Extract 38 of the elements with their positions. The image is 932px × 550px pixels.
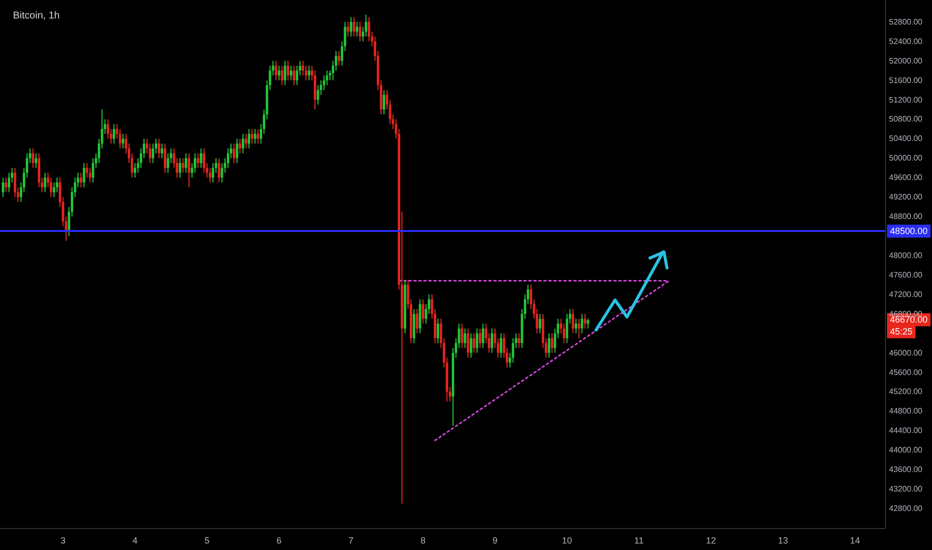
- y-tick-label: 49600.00: [889, 173, 923, 182]
- y-tick-label: 51600.00: [889, 76, 923, 85]
- x-tick-label: 9: [492, 536, 498, 546]
- x-tick-label: 13: [778, 536, 788, 546]
- y-tick-label: 44400.00: [889, 426, 923, 436]
- x-tick-label: 4: [132, 536, 138, 546]
- y-tick-label: 51200.00: [889, 95, 923, 104]
- x-tick-label: 6: [276, 536, 282, 546]
- y-tick-label: 46000.00: [889, 348, 923, 358]
- x-tick-label: 11: [634, 536, 644, 546]
- y-tick-label: 47200.00: [889, 290, 923, 299]
- y-tick-label: 43200.00: [889, 484, 923, 494]
- x-tick-label: 12: [706, 536, 716, 546]
- x-tick-label: 8: [420, 536, 426, 546]
- y-tick-label: 48800.00: [889, 212, 923, 222]
- y-tick-label: 50400.00: [889, 134, 923, 144]
- x-tick-label: 14: [850, 536, 860, 546]
- y-tick-label: 45200.00: [889, 387, 923, 396]
- x-tick-label: 10: [562, 536, 572, 546]
- y-tick-label: 44800.00: [889, 406, 923, 416]
- y-tick-label: 48000.00: [889, 250, 923, 260]
- y-tick-label: 52800.00: [889, 17, 923, 26]
- x-tick-label: 3: [60, 536, 66, 546]
- x-tick-label: 5: [204, 536, 210, 546]
- y-tick-label: 52400.00: [889, 36, 923, 46]
- ref-line-label: 48500.00: [890, 226, 928, 236]
- y-tick-label: 50000.00: [889, 154, 923, 163]
- y-tick-label: 50800.00: [889, 114, 923, 124]
- y-tick-label: 47600.00: [889, 270, 923, 280]
- y-tick-label: 44000.00: [889, 446, 923, 455]
- y-tick-label: 49200.00: [889, 192, 923, 202]
- x-tick-label: 7: [348, 536, 354, 546]
- y-tick-label: 43600.00: [889, 465, 923, 474]
- text: 45:25: [890, 326, 913, 337]
- text: Bitcoin, 1h: [13, 10, 60, 22]
- y-tick-label: 52000.00: [889, 56, 923, 66]
- y-tick-label: 42800.00: [889, 504, 923, 514]
- y-tick-label: 45600.00: [889, 368, 923, 377]
